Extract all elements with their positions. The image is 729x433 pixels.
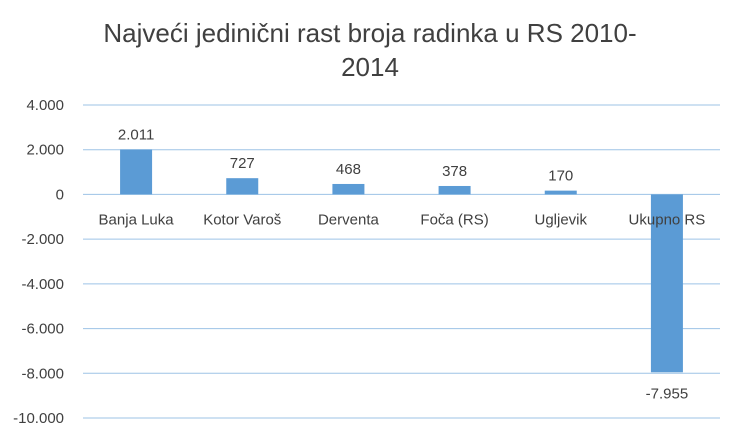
category-label: Derventa [318, 211, 380, 228]
data-label: 378 [442, 163, 467, 180]
data-label: 2.011 [118, 126, 154, 143]
data-label: 170 [548, 168, 573, 185]
data-label: 468 [336, 161, 361, 178]
data-label: -7.955 [646, 385, 689, 402]
category-label: Banja Luka [99, 211, 175, 228]
y-tick-label: 0 [56, 186, 64, 203]
y-tick-label: -8.000 [21, 365, 64, 382]
data-label: 727 [230, 155, 255, 172]
y-tick-label: 2.000 [26, 142, 64, 159]
y-tick-label: 4.000 [26, 97, 64, 114]
category-label: Ukupno RS [629, 211, 706, 228]
bar [650, 194, 683, 373]
y-tick-label: -10.000 [13, 410, 64, 427]
category-label: Foča (RS) [420, 211, 488, 228]
y-tick-label: -2.000 [21, 231, 64, 248]
chart-title: Najveći jedinični rast broja radinka u R… [103, 18, 637, 82]
category-label: Ugljevik [534, 211, 587, 228]
y-tick-label: -4.000 [21, 276, 64, 293]
bar [226, 178, 259, 195]
bar [438, 185, 471, 195]
bar [120, 149, 153, 195]
category-label: Kotor Varoš [203, 211, 281, 228]
bar [544, 190, 577, 195]
bar [332, 183, 365, 195]
y-tick-label: -6.000 [21, 321, 64, 338]
